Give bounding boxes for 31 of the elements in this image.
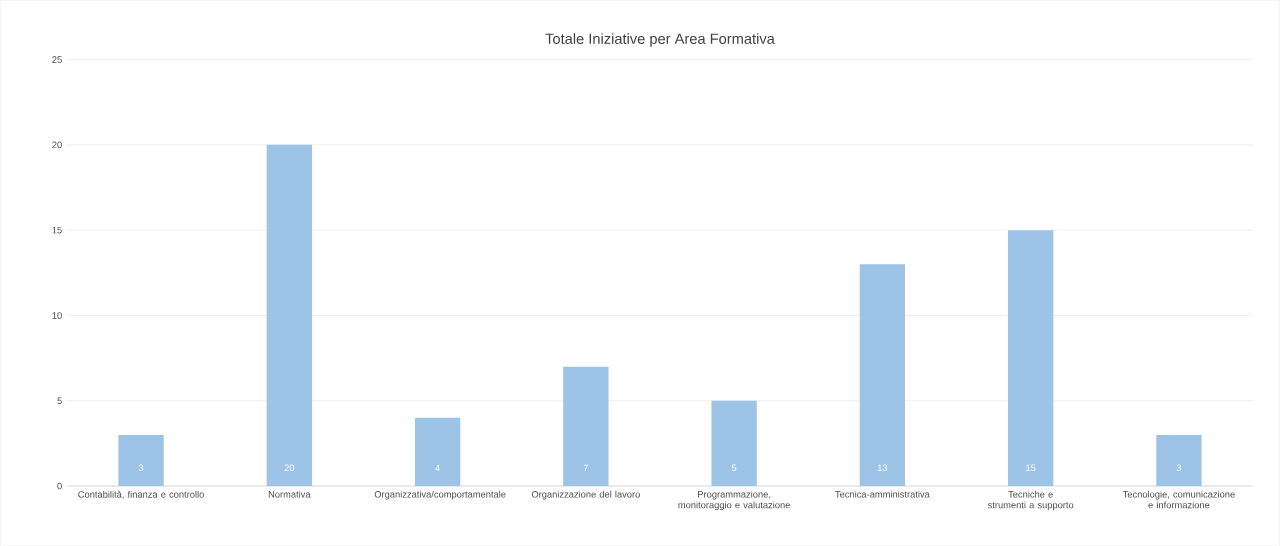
bar — [1156, 434, 1202, 486]
data-label: 13 — [877, 464, 888, 471]
x-tick-label: Programmazione, monitoraggio e valutazione — [678, 490, 790, 510]
x-tick-label: Contabilità, finanza e controllo — [78, 490, 204, 499]
data-label: 3 — [1176, 464, 1182, 471]
x-tick-label: Organizzativa/comportamentale — [374, 490, 506, 500]
y-tick-label: 25 — [52, 56, 62, 63]
data-label: 3 — [138, 464, 144, 471]
chart-title: Totale Iniziative per Area Formativa — [545, 33, 775, 47]
x-tick-label: Normativa — [268, 490, 311, 498]
y-tick-label: 0 — [57, 482, 62, 490]
y-tick-label: 5 — [57, 397, 62, 404]
bar — [711, 400, 757, 486]
data-label: 4 — [435, 464, 440, 471]
x-tick-label: Tecnologie, comunicazione e informazione — [1122, 490, 1235, 509]
y-tick-label: 20 — [52, 141, 62, 149]
bar — [414, 417, 461, 486]
x-tick-label: Tecniche e strumenti a supporto — [987, 490, 1074, 510]
bar — [1008, 230, 1054, 486]
data-label: 20 — [284, 464, 295, 471]
bar — [859, 264, 906, 486]
bar — [118, 434, 164, 486]
bar — [266, 144, 312, 486]
data-label: 5 — [731, 464, 737, 471]
y-tick-label: 15 — [52, 226, 62, 234]
x-tick-label: Organizzazione del lavoro — [531, 490, 640, 500]
x-tick-label: Tecnica-amministrativa — [835, 490, 930, 498]
data-label: 7 — [583, 464, 588, 471]
bar — [563, 366, 609, 486]
data-label: 15 — [1026, 464, 1036, 471]
y-tick-label: 10 — [52, 312, 62, 319]
